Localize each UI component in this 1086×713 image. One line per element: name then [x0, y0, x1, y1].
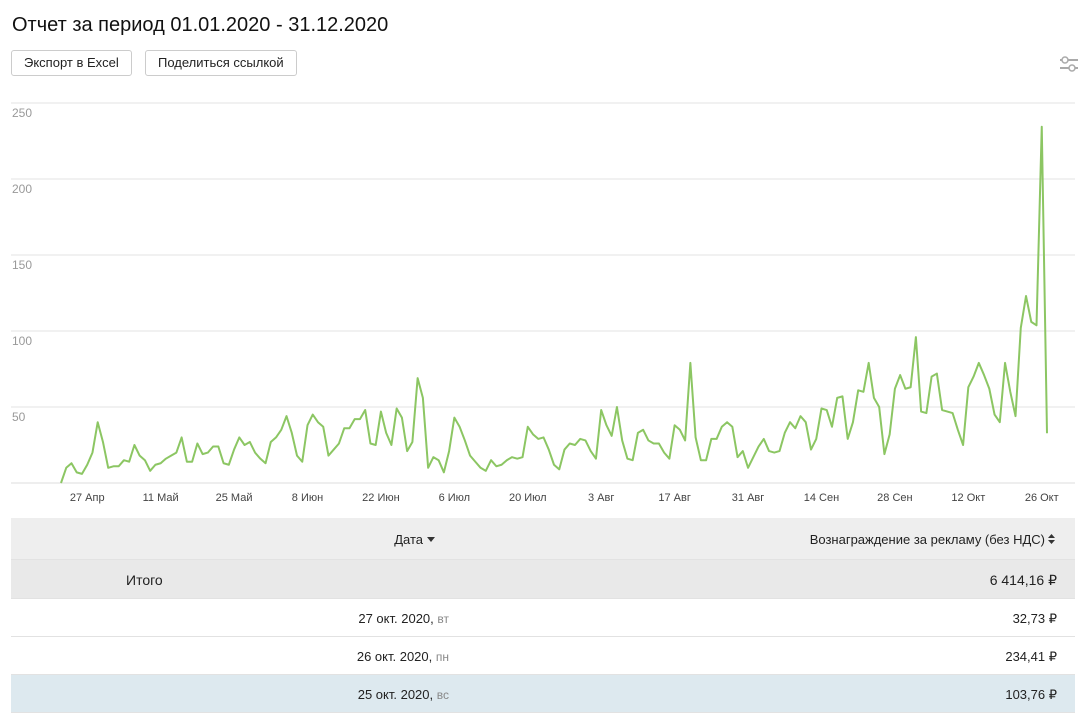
- table-row: 27 окт. 2020, вт 32,73 ₽: [11, 599, 1075, 637]
- weekday: вт: [437, 612, 449, 626]
- value: 103,76 ₽: [1005, 687, 1057, 702]
- x-tick-label: 27 Апр: [70, 492, 105, 504]
- total-label: Итого: [126, 572, 163, 588]
- data-line: [60, 125, 1048, 484]
- date-column-header[interactable]: Дата: [394, 532, 423, 547]
- x-tick-label: 20 Июл: [509, 492, 547, 504]
- y-tick-label: 150: [12, 258, 32, 272]
- total-row: Итого 6 414,16 ₽: [11, 560, 1075, 599]
- export-button[interactable]: Экспорт в Excel: [11, 50, 132, 76]
- page-title: Отчет за период 01.01.2020 - 31.12.2020: [12, 14, 389, 36]
- weekday: пн: [435, 650, 449, 664]
- y-tick-label: 100: [12, 334, 32, 348]
- date: 26 окт. 2020,: [356, 649, 433, 664]
- date: 25 окт. 2020,: [357, 687, 434, 702]
- y-tick-label: 200: [12, 182, 32, 196]
- settings-icon[interactable]: [1060, 56, 1078, 72]
- x-tick-label: 26 Окт: [1025, 492, 1059, 504]
- x-tick-label: 28 Сен: [877, 492, 912, 504]
- date: 27 окт. 2020,: [358, 611, 434, 626]
- table-header: Дата Вознаграждение за рекламу (без НДС): [11, 518, 1075, 560]
- x-tick-label: 6 Июл: [439, 492, 471, 504]
- table-row: 25 окт. 2020, вс 103,76 ₽: [11, 675, 1075, 713]
- table-row: 26 окт. 2020, пн 234,41 ₽: [11, 637, 1075, 675]
- value: 234,41 ₽: [1005, 649, 1057, 664]
- sort-icon: [1048, 534, 1055, 544]
- total-value: 6 414,16 ₽: [989, 572, 1057, 588]
- x-tick-label: 8 Июн: [292, 492, 323, 504]
- x-tick-label: 12 Окт: [951, 492, 985, 504]
- value: 32,73 ₽: [1012, 611, 1057, 626]
- y-tick-label: 50: [12, 410, 26, 424]
- y-tick-label: 250: [12, 106, 32, 120]
- x-tick-label: 22 Июн: [362, 492, 400, 504]
- x-tick-label: 31 Авг: [732, 492, 764, 504]
- x-tick-label: 3 Авг: [588, 492, 614, 504]
- weekday: вс: [436, 688, 449, 702]
- x-tick-label: 14 Сен: [804, 492, 839, 504]
- reward-column-header[interactable]: Вознаграждение за рекламу (без НДС): [809, 532, 1045, 547]
- x-tick-label: 17 Авг: [658, 492, 690, 504]
- x-tick-label: 25 Май: [216, 492, 253, 504]
- share-button[interactable]: Поделиться ссылкой: [145, 50, 297, 76]
- chart: 50 100 150 200 250 27 Апр 11 Май 25 Май 8 Июн 22 …: [11, 102, 1075, 504]
- sort-icon: [427, 537, 435, 542]
- x-tick-label: 11 Май: [143, 492, 179, 504]
